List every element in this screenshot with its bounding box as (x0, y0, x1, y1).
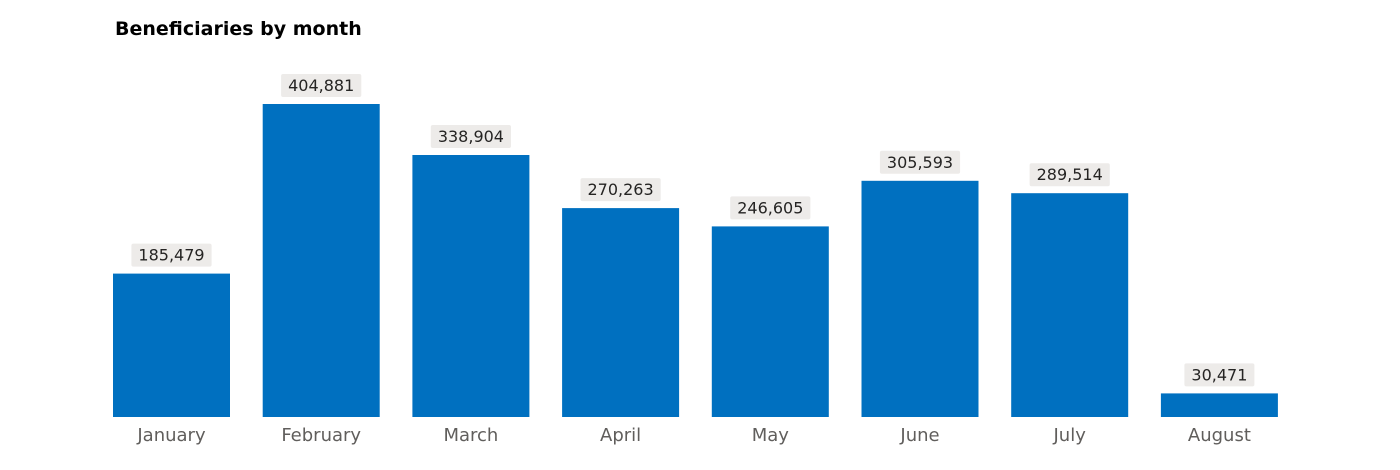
data-label-text: 30,471 (1191, 365, 1247, 384)
data-label-january: 185,479 (131, 243, 212, 267)
data-label-march: 338,904 (430, 125, 511, 148)
x-tick-label-july: July (1053, 425, 1087, 446)
data-label-text: 338,904 (438, 127, 504, 146)
data-label-background (879, 150, 961, 174)
data-label-background (281, 74, 362, 97)
x-tick-label-august: August (1188, 425, 1251, 446)
bar-july[interactable] (1011, 193, 1129, 417)
chart-title: Beneficiaries by month (115, 18, 362, 40)
data-label-july: 289,514 (1029, 163, 1110, 187)
bar-may[interactable] (711, 226, 829, 417)
bar-february[interactable] (262, 104, 380, 417)
x-tick-label-march: March (443, 425, 498, 446)
bar-august[interactable] (1160, 393, 1278, 417)
data-label-text: 246,605 (737, 198, 803, 217)
data-label-june: 305,593 (879, 150, 961, 174)
data-label-background (1029, 163, 1110, 187)
data-label-text: 185,479 (138, 246, 204, 265)
data-label-text: 270,263 (588, 180, 654, 199)
data-label-background (580, 178, 661, 202)
data-label-august: 30,471 (1184, 363, 1255, 387)
data-label-background (730, 196, 811, 220)
data-label-background (430, 125, 511, 148)
bar-april[interactable] (562, 208, 680, 417)
data-label-february: 404,881 (281, 74, 362, 97)
bars-group (113, 104, 1278, 417)
data-label-text: 404,881 (288, 76, 354, 95)
bar-january[interactable] (113, 273, 230, 417)
data-label-may: 246,605 (730, 196, 811, 220)
data-labels-group: 185,479 404,881 338,904 270,263 246,605 305,5… (131, 74, 1255, 387)
x-tick-label-february: February (281, 425, 361, 446)
x-tick-label-may: May (752, 425, 790, 446)
x-tick-label-june: June (899, 425, 939, 446)
x-tick-label-april: April (600, 425, 641, 446)
data-label-april: 270,263 (580, 178, 661, 202)
x-axis-labels-group: January February March April May June July Augu… (136, 425, 1251, 446)
data-label-background (131, 243, 212, 267)
bar-june[interactable] (861, 180, 979, 417)
data-label-text: 289,514 (1037, 165, 1103, 184)
bar-march[interactable] (412, 155, 530, 417)
data-label-background (1184, 363, 1255, 387)
data-label-text: 305,593 (887, 153, 953, 172)
x-tick-label-january: January (136, 425, 206, 446)
